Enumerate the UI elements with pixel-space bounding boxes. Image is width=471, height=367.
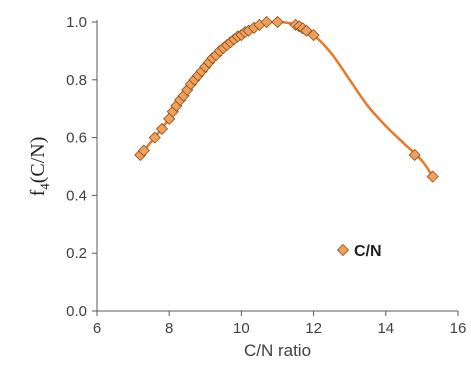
data-point: [155, 122, 169, 135]
y-axis-title: f4(C/N): [27, 137, 52, 197]
x-tick-label: 12: [305, 320, 322, 337]
y-axis-title-main: f: [27, 189, 49, 196]
y-tick-label: 0.6: [66, 130, 87, 147]
y-tick-label: 1.0: [66, 14, 87, 31]
x-tick-label: 14: [377, 320, 394, 337]
data-point: [271, 15, 284, 29]
data-point: [137, 144, 150, 157]
data-points-layer: [134, 15, 439, 183]
x-axis-title: C/N ratio: [244, 341, 311, 360]
data-point: [260, 15, 273, 29]
data-point: [148, 131, 161, 144]
legend-marker: [336, 243, 350, 257]
data-point: [307, 28, 320, 42]
legend: C/N: [336, 243, 382, 260]
x-tick-label: 8: [165, 320, 173, 337]
y-tick-label: 0.8: [66, 72, 87, 89]
x-tick-label: 6: [93, 320, 101, 337]
legend-label: C/N: [354, 243, 382, 260]
x-tick-label: 16: [450, 320, 467, 337]
y-axis-title-sub: 4: [37, 183, 52, 190]
y-tick-label: 0.4: [66, 187, 87, 204]
y-axis-title-rest: (C/N): [27, 137, 49, 184]
x-tick-label: 10: [233, 320, 250, 337]
data-point: [408, 148, 421, 162]
data-point: [426, 170, 439, 183]
y-tick-label: 0.2: [66, 245, 87, 262]
axes: 0.0 0.2 0.4 0.6 0.8 1.0 6 8 10 12 14 16: [66, 14, 466, 337]
y-tick-label: 0.0: [66, 303, 87, 320]
